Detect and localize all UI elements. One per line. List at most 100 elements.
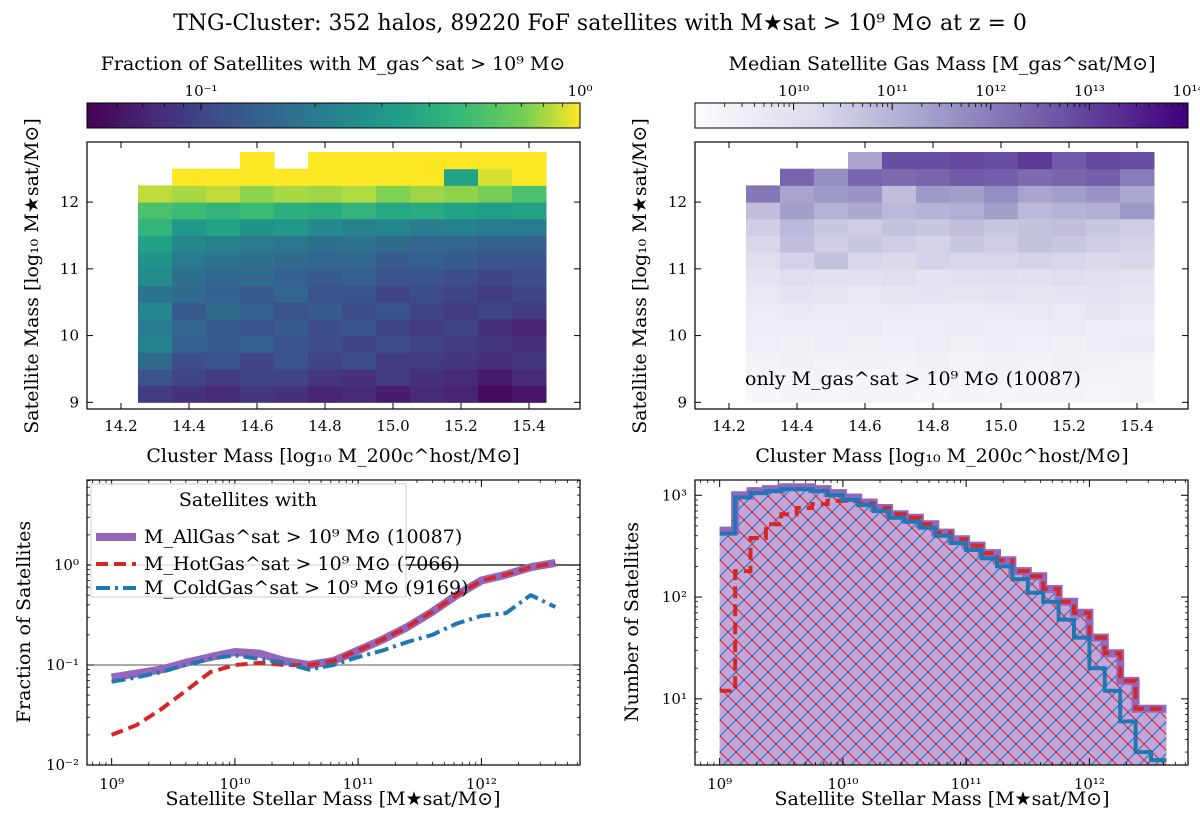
heatmap-cell <box>444 368 479 387</box>
heatmap-cell <box>172 218 207 236</box>
heatmap-cell <box>848 185 883 203</box>
heatmap-cell <box>240 285 275 303</box>
heatmap-cell <box>376 168 411 186</box>
heatmap-cell <box>512 385 547 403</box>
heatmap-cell <box>814 268 849 287</box>
legend-entry-coldgas: M_ColdGas^sat > 10⁹ M⊙ (9169) <box>144 577 468 599</box>
heatmap-cell <box>138 352 173 370</box>
heatmap-cell <box>746 302 781 320</box>
heatmap-cell <box>376 352 411 370</box>
y-tick-label: 12 <box>668 193 687 211</box>
heatmap-cell <box>478 368 513 387</box>
heatmap-cell <box>814 235 849 253</box>
heatmap-cell <box>478 185 513 203</box>
series-line-coldgas <box>111 593 557 684</box>
heatmap-cell <box>1120 335 1155 353</box>
x-tick-label: 10¹¹ <box>951 775 982 793</box>
heatmap-cell <box>848 152 883 170</box>
heatmap-cell <box>950 168 985 186</box>
heatmap-cell <box>1052 335 1087 353</box>
y-tick-label: 10⁰ <box>54 556 79 574</box>
heatmap-cell <box>882 335 917 353</box>
heatmap-cell <box>882 368 917 387</box>
xlabel-bottom-left: Satellite Stellar Mass [M★sat/M⊙] <box>166 788 501 810</box>
x-tick-label: 14.4 <box>780 417 813 435</box>
heatmap-cell <box>746 318 781 337</box>
heatmap-cell <box>376 318 411 337</box>
heatmap-cell <box>984 235 1019 253</box>
colorbar-tick-label: 10¹¹ <box>877 82 908 100</box>
heatmap-cell <box>410 385 445 403</box>
heatmap-cell <box>984 318 1019 337</box>
heatmap-cell <box>410 318 445 337</box>
heatmap-cell <box>138 202 173 220</box>
heatmap-cell <box>172 385 207 403</box>
heatmap-cell <box>814 385 849 403</box>
y-tick-label: 10² <box>662 588 687 606</box>
y-tick-label: 11 <box>668 260 687 278</box>
legend-box <box>90 483 407 598</box>
heatmap-cell <box>984 268 1019 287</box>
heatmap-cell <box>512 202 547 220</box>
heatmap-cell <box>1018 302 1053 320</box>
heatmap-cell <box>376 152 411 170</box>
heatmap-cell <box>780 302 815 320</box>
heatmap-cell <box>342 235 377 253</box>
heatmap-cell <box>1086 168 1121 186</box>
heatmap-cell <box>746 368 781 387</box>
heatmap-cell <box>746 218 781 236</box>
heatmap-cell <box>444 268 479 287</box>
heatmap-cell <box>308 268 343 287</box>
x-tick-label: 14.2 <box>104 417 137 435</box>
heatmap-cell <box>444 285 479 303</box>
heatmap-cell <box>172 302 207 320</box>
colorbar-right-ticks: 10¹⁰ 10¹¹ 10¹² 10¹³ 10¹⁴ <box>724 82 1200 110</box>
heatmap-cell <box>138 235 173 253</box>
heatmap-cell <box>950 335 985 353</box>
heatmap-cell <box>1086 202 1121 220</box>
heatmap-cell <box>342 368 377 387</box>
series-line-hotgas <box>110 560 556 737</box>
heatmap-cell <box>882 252 917 270</box>
heatmap-cell <box>780 202 815 220</box>
heatmap-cell <box>1018 252 1053 270</box>
heatmap-cell <box>984 285 1019 303</box>
heatmap-cell <box>780 268 815 287</box>
heatmap-cell <box>1018 218 1053 236</box>
heatmap-cell <box>376 235 411 253</box>
heatmap-cell <box>240 368 275 387</box>
heatmap-cell <box>308 235 343 253</box>
heatmap-cell <box>138 335 173 353</box>
heatmap-cell <box>1120 302 1155 320</box>
heatmap-cell <box>308 252 343 270</box>
heatmap-cell <box>512 368 547 387</box>
heatmap-cell <box>376 252 411 270</box>
heatmap-cell <box>274 368 309 387</box>
y-tick-label: 10⁻² <box>46 756 79 774</box>
x-tick-label: 10⁹ <box>99 775 124 793</box>
heatmap-cell <box>780 218 815 236</box>
heatmap-cell <box>172 168 207 186</box>
heatmap-cell <box>308 168 343 186</box>
x-tick-label: 14.8 <box>308 417 341 435</box>
heatmap-cell <box>950 302 985 320</box>
heatmap-cell <box>478 202 513 220</box>
heatmap-cell <box>916 152 951 170</box>
heatmap-cell <box>444 335 479 353</box>
heatmap-cell <box>1086 252 1121 270</box>
heatmap-cell <box>240 335 275 353</box>
figure-title: TNG-Cluster: 352 halos, 89220 FoF satell… <box>173 11 1027 36</box>
x-tick-label: 14.4 <box>172 417 205 435</box>
heatmap-cell <box>308 352 343 370</box>
heatmap-cell <box>512 268 547 287</box>
colorbar-left <box>86 102 581 129</box>
heatmap-cell <box>512 318 547 337</box>
x-tick-label: 10¹⁰ <box>219 775 250 793</box>
heatmap-cell <box>780 168 815 186</box>
heatmap-cell <box>410 268 445 287</box>
heatmap-cell <box>444 235 479 253</box>
heatmap-cell <box>410 152 445 170</box>
heatmap-cell <box>984 335 1019 353</box>
heatmap-cell <box>274 252 309 270</box>
